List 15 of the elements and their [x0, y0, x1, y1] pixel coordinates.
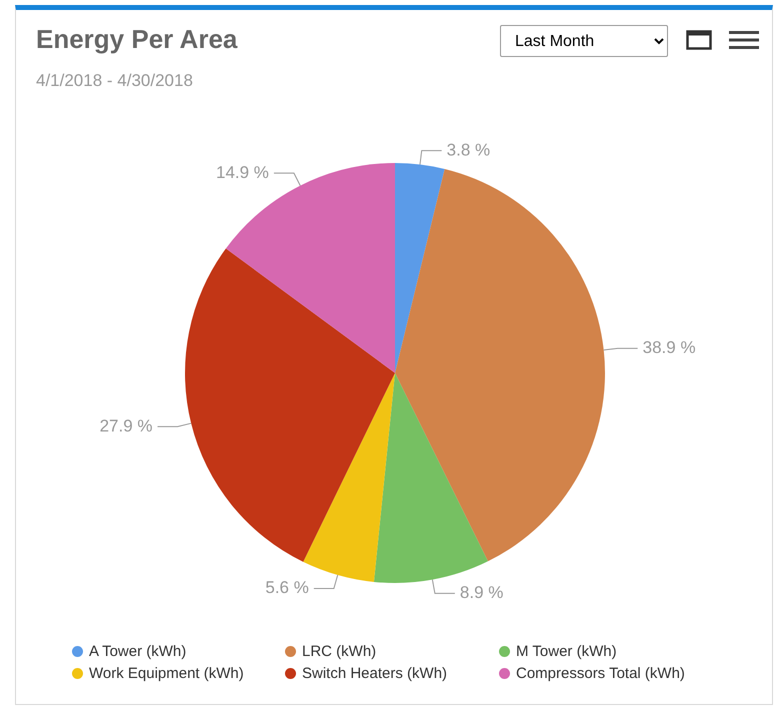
- data-label: 5.6 %: [265, 578, 309, 598]
- chart-title: Energy Per Area: [36, 24, 238, 55]
- data-label: 14.9 %: [216, 162, 269, 182]
- legend-label: LRC (kWh): [302, 643, 376, 660]
- legend-label: M Tower (kWh): [516, 643, 617, 660]
- data-label: 27.9 %: [100, 416, 153, 436]
- legend-label: Compressors Total (kWh): [516, 665, 685, 682]
- period-dropdown: Last Month: [500, 25, 668, 57]
- legend-label: A Tower (kWh): [89, 643, 186, 660]
- legend-label: Work Equipment (kWh): [89, 665, 244, 682]
- chart-subtitle: 4/1/2018 - 4/30/2018: [36, 71, 193, 91]
- data-label: 3.8 %: [446, 140, 490, 160]
- legend-label: Switch Heaters (kWh): [302, 665, 448, 682]
- data-label: 8.9 %: [460, 583, 504, 602]
- data-label: 38.9 %: [642, 338, 696, 358]
